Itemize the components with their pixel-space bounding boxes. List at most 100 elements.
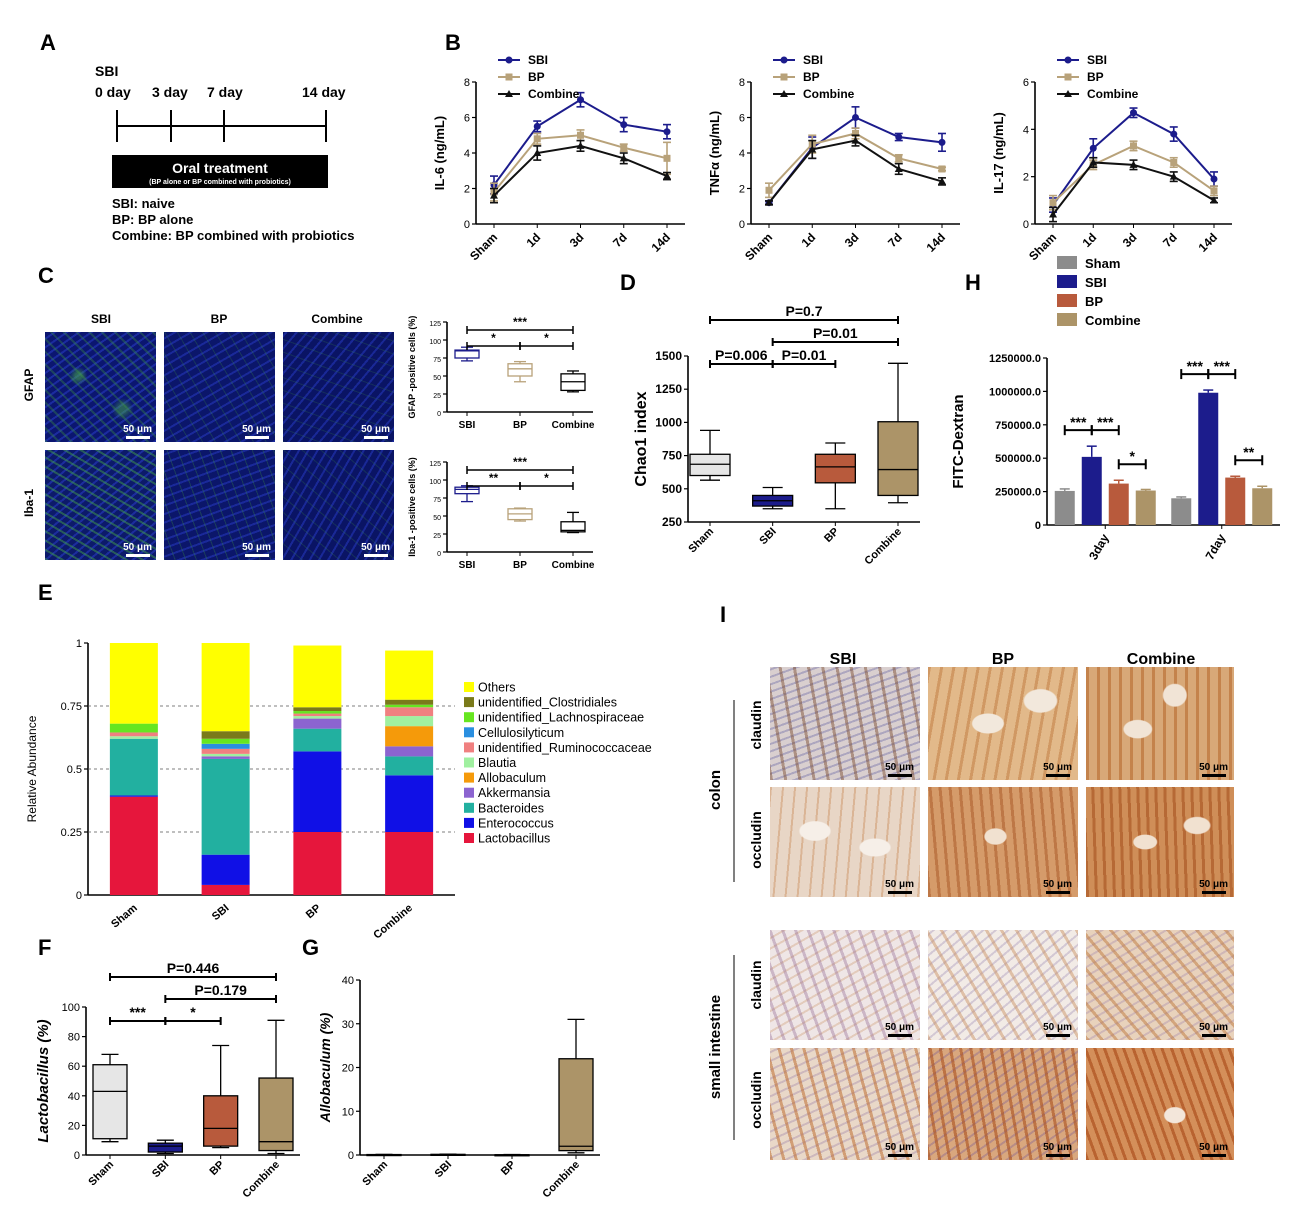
micrograph-gfap-bp: 50 μm <box>164 332 275 442</box>
x-tick-label: BP <box>513 560 527 571</box>
stack-segment-lactobacillus <box>109 796 158 895</box>
significance-label: *** <box>1214 358 1231 374</box>
data-point <box>620 121 628 129</box>
legend-label: SBI <box>528 53 548 67</box>
legend-label: unidentified_Ruminococcaceae <box>478 741 652 755</box>
stack-segment-blautia <box>201 753 250 757</box>
y-axis-label: Iba-1 -positive cells (%) <box>407 457 417 557</box>
scale-bar-label: 50 μm <box>242 424 271 435</box>
scale-bar: 50 μm <box>242 424 271 439</box>
series-line-bp <box>1052 144 1215 204</box>
significance-label: P=0.006 <box>715 347 768 363</box>
y-tick-label: 0 <box>1023 219 1029 231</box>
scale-bar-label: 50 μm <box>885 879 914 890</box>
significance-label: P=0.01 <box>813 325 858 341</box>
scale-bar-label: 50 μm <box>361 424 390 435</box>
y-axis-label: TNFα (ng/mL) <box>707 111 722 196</box>
data-point <box>576 141 585 149</box>
bar-sham <box>1054 490 1075 525</box>
scale-bar: 50 μm <box>1199 879 1228 894</box>
data-point <box>1170 158 1178 166</box>
chart-F: 0 20 40 60 80 100 Lactobacillus (%) Sham SBI BP Co… <box>35 960 300 1200</box>
legend-label: Sham <box>1085 256 1120 271</box>
x-tick-label: 7d <box>610 230 630 250</box>
y-tick-label: 20 <box>68 1120 80 1132</box>
stack-segment-akkermansia <box>385 746 434 757</box>
scale-bar-label: 50 μm <box>1199 762 1228 773</box>
y-tick-label: 25 <box>433 393 441 400</box>
treatment-box <box>112 155 328 188</box>
x-tick-label: 1d <box>1080 230 1100 250</box>
scale-bar: 50 μm <box>123 424 152 439</box>
significance-label: ** <box>1243 444 1254 460</box>
panel-letter-f: F <box>38 935 51 960</box>
stack-segment-enterococcus <box>201 854 250 885</box>
y-tick-label: 0 <box>74 1150 80 1162</box>
x-tick-label: SBI <box>757 526 778 547</box>
stack-segment-unidentified_ruminococcaceae <box>201 748 250 754</box>
scale-bar-label: 50 μm <box>1199 879 1228 890</box>
stain-label-occludin: occludin <box>748 811 764 869</box>
ihc-colon-claudin-bp: 50 μm <box>928 667 1078 780</box>
legend-label: SBI <box>1087 53 1107 67</box>
legend-label: unidentified_Lachnospiraceae <box>478 711 644 725</box>
chart-G: 0 10 20 30 40 Allobaculum (%) Sham SBI BP Combine <box>317 975 600 1200</box>
y-tick-label: 75 <box>433 357 441 364</box>
stack-segment-cellulosilyticum <box>201 743 250 749</box>
scale-bar-label: 50 μm <box>361 542 390 553</box>
bar-sbi <box>1198 392 1219 525</box>
timeline-label-14: 14 day <box>302 84 346 100</box>
y-tick-label: 1000000.0 <box>989 386 1041 398</box>
legend-marker <box>1064 73 1072 81</box>
legend-marker <box>780 90 788 97</box>
legend-swatch <box>464 833 474 843</box>
y-tick-label: 75 <box>433 497 441 504</box>
y-axis-label: GFAP -positive cells (%) <box>407 316 417 419</box>
stack-segment-others <box>293 645 342 708</box>
y-tick-label: 500000.0 <box>995 453 1041 465</box>
x-tick-label: Combine <box>552 420 595 431</box>
scale-bar: 50 μm <box>361 424 390 439</box>
stain-label-occludin: occludin <box>748 1071 764 1129</box>
panel-letter-b: B <box>445 30 461 55</box>
bar-combine <box>1252 488 1273 525</box>
legend-swatch <box>1057 313 1077 326</box>
y-tick-label: 0.5 <box>67 764 82 776</box>
x-tick-label: 7d <box>885 230 905 250</box>
y-tick-label: 8 <box>739 77 745 89</box>
stack-segment-unidentified_clostridiales <box>385 699 434 705</box>
ihc-colon-occludin-sbi: 50 μm <box>770 787 920 897</box>
stack-segment-blautia <box>109 736 158 739</box>
scale-bar: 50 μm <box>1199 1142 1228 1157</box>
timeline-injury-label: SBI <box>95 63 118 79</box>
significance-label: * <box>491 331 496 345</box>
box <box>560 521 586 533</box>
y-axis-label: FITC-Dextran <box>950 394 967 488</box>
significance-label: *** <box>513 455 527 469</box>
legend-marker <box>1064 56 1072 64</box>
y-axis-label: Lactobacillus (%) <box>35 1019 52 1142</box>
ihc-intestine-occludin-sbi: 50 μm <box>770 1048 920 1160</box>
stack-segment-unidentified_lachnospiraceae <box>385 704 434 708</box>
chart-B1: 0 2 4 6 8 IL-6 (ng/mL) Sham 1d 3d 7d 14d SBI BP Combi… <box>432 53 685 263</box>
chart-E: 0 0.25 0.5 0.75 1 Relative Abundance Sham SBI BP… <box>25 638 652 942</box>
scale-bar-label: 50 μm <box>1043 1022 1072 1033</box>
y-tick-label: 4 <box>1023 124 1029 136</box>
x-tick-label: Sham <box>109 902 140 931</box>
stack-segment-unidentified_ruminococcaceae <box>293 713 342 717</box>
panel-letter-d: D <box>620 270 636 295</box>
scale-bar-label: 50 μm <box>885 1142 914 1153</box>
y-tick-label: 0 <box>437 551 441 558</box>
y-tick-label: 6 <box>739 113 745 125</box>
bar-bp <box>1108 483 1129 525</box>
y-tick-label: 1500 <box>655 349 682 363</box>
y-tick-label: 2 <box>739 184 745 196</box>
scale-bar-label: 50 μm <box>123 542 152 553</box>
bar-bp <box>1225 477 1246 525</box>
y-tick-label: 1250 <box>655 382 682 396</box>
stack-segment-bacteroides <box>109 738 158 796</box>
legend-label: Blautia <box>478 756 516 770</box>
x-tick-label: 3d <box>842 230 862 250</box>
stain-label-claudin: claudin <box>748 960 764 1009</box>
x-tick-label: SBI <box>433 1159 454 1180</box>
